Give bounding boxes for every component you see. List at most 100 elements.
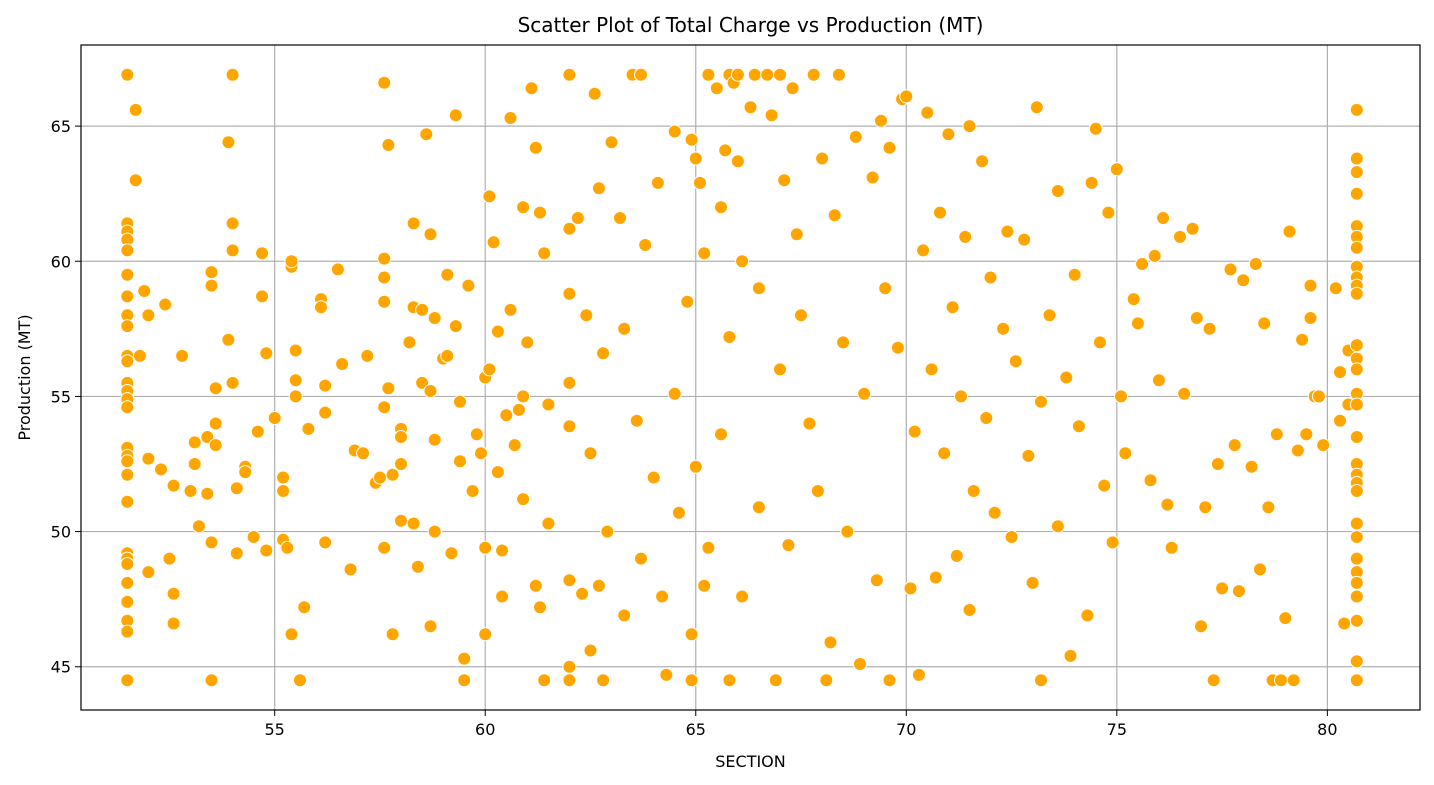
data-point xyxy=(490,324,505,339)
data-point xyxy=(882,673,897,688)
data-point xyxy=(415,375,430,390)
data-point xyxy=(579,308,594,323)
data-point xyxy=(697,578,712,593)
data-point xyxy=(381,138,396,152)
data-point xyxy=(1189,311,1204,325)
data-point xyxy=(419,127,434,142)
data-point xyxy=(120,594,135,609)
x-axis-label: SECTION xyxy=(715,752,786,771)
data-point xyxy=(966,484,981,498)
data-point xyxy=(154,462,168,477)
data-point xyxy=(1050,184,1065,198)
data-point xyxy=(1143,473,1158,488)
data-point xyxy=(1223,262,1238,277)
data-point xyxy=(1349,430,1364,444)
data-point xyxy=(604,135,619,150)
data-point xyxy=(1118,446,1133,461)
data-point xyxy=(141,308,156,323)
data-point xyxy=(600,524,615,539)
data-point xyxy=(301,421,316,436)
data-point xyxy=(1101,205,1116,220)
data-point xyxy=(714,200,728,215)
data-point xyxy=(314,300,328,315)
data-point xyxy=(928,570,943,585)
data-point xyxy=(377,294,392,309)
data-point xyxy=(297,600,312,615)
data-point xyxy=(933,205,947,220)
data-point xyxy=(128,102,143,117)
data-point xyxy=(415,302,430,317)
data-point xyxy=(730,67,745,82)
data-point xyxy=(259,346,274,361)
data-point xyxy=(815,151,830,166)
data-point xyxy=(781,538,796,553)
data-point xyxy=(680,294,695,309)
data-point xyxy=(1042,308,1057,323)
data-point xyxy=(293,673,307,688)
data-point xyxy=(562,419,577,434)
data-point xyxy=(120,400,135,415)
data-point xyxy=(183,484,198,498)
data-point xyxy=(318,405,333,420)
data-point xyxy=(869,573,884,588)
data-point xyxy=(1295,332,1310,347)
gridlines xyxy=(81,45,1420,710)
chart-title: Scatter Plot of Total Charge vs Producti… xyxy=(518,13,984,37)
data-point xyxy=(890,340,905,355)
data-point xyxy=(204,535,219,550)
data-point xyxy=(440,348,455,363)
data-point xyxy=(137,284,152,298)
data-point xyxy=(225,67,240,82)
data-point xyxy=(1084,175,1099,190)
data-point xyxy=(478,627,493,642)
data-point xyxy=(482,362,497,377)
data-point xyxy=(1316,438,1331,453)
data-point xyxy=(1105,535,1120,550)
data-point xyxy=(238,465,253,480)
data-point xyxy=(141,451,156,466)
data-point xyxy=(1156,211,1171,225)
data-point xyxy=(1303,311,1318,325)
data-point xyxy=(1349,530,1364,544)
data-point xyxy=(280,540,295,555)
data-point xyxy=(444,546,459,561)
data-point xyxy=(1210,457,1225,471)
data-point xyxy=(1349,362,1364,377)
data-point xyxy=(962,119,977,134)
data-point xyxy=(478,540,493,555)
data-point xyxy=(1000,224,1015,239)
data-point xyxy=(562,659,577,674)
data-point xyxy=(120,575,135,590)
data-point xyxy=(562,573,577,588)
data-point xyxy=(221,332,236,347)
y-tick-label: 65 xyxy=(51,117,71,136)
data-point xyxy=(1093,335,1107,350)
data-point xyxy=(1349,654,1364,669)
data-point xyxy=(945,300,960,315)
data-point xyxy=(638,238,653,252)
data-point xyxy=(511,402,526,417)
data-point xyxy=(1227,438,1242,453)
data-point xyxy=(987,505,1002,520)
x-tick-label: 65 xyxy=(686,720,706,739)
data-point xyxy=(840,524,855,539)
data-point xyxy=(865,170,880,185)
data-point xyxy=(132,348,147,363)
data-point xyxy=(697,246,712,261)
data-point xyxy=(1029,100,1044,115)
data-point xyxy=(158,297,173,312)
data-point xyxy=(1349,286,1364,301)
data-point xyxy=(1349,102,1364,117)
data-point xyxy=(1147,248,1162,263)
data-point xyxy=(773,362,787,377)
data-point xyxy=(204,265,219,280)
data-point xyxy=(819,673,834,688)
data-point xyxy=(120,289,135,304)
data-point xyxy=(373,470,387,485)
data-point xyxy=(853,657,867,671)
data-point xyxy=(667,386,682,401)
data-point xyxy=(655,589,670,604)
data-point xyxy=(1236,273,1251,288)
data-point xyxy=(1303,278,1318,293)
